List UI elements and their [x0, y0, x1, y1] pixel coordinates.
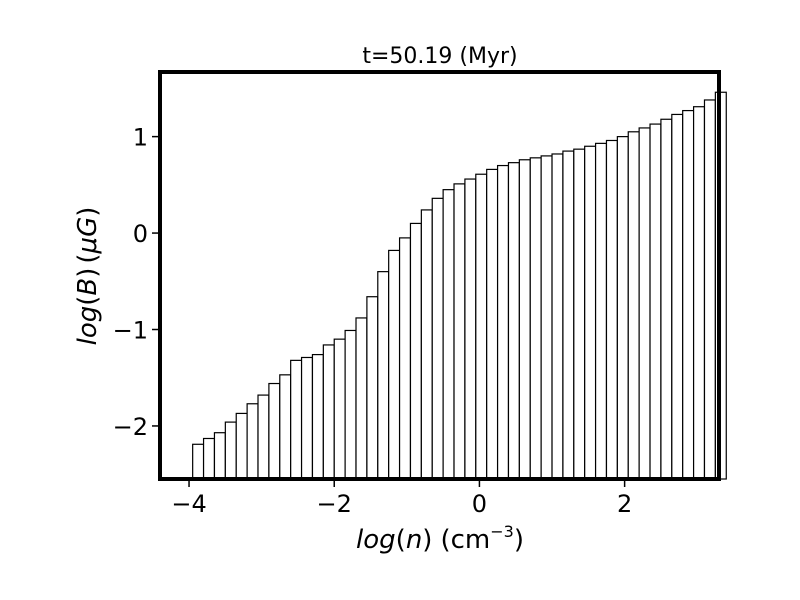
- histogram-bar: [268, 382, 281, 480]
- histogram-bar: [529, 157, 542, 480]
- histogram-bar: [507, 162, 520, 480]
- histogram-bar: [464, 178, 477, 480]
- plot-frame: [158, 70, 721, 481]
- histogram-bar: [562, 150, 575, 480]
- y-tick-label: −1: [113, 317, 148, 345]
- histogram-bar: [486, 168, 499, 480]
- histogram-bar: [692, 106, 706, 480]
- histogram-bar: [605, 139, 618, 480]
- histogram-bar: [333, 338, 346, 480]
- histogram-bar: [431, 197, 444, 480]
- x-axis-label: log(n) (cm−3): [356, 522, 524, 555]
- chart-title: t=50.19 (Myr): [362, 44, 517, 69]
- histogram-bar: [224, 421, 237, 480]
- y-axis-label-unit-open: (: [73, 253, 103, 263]
- histogram-bar: [703, 99, 716, 480]
- y-axis-label: log(B)(μG): [73, 207, 103, 346]
- x-axis-label-fn: log: [356, 525, 396, 555]
- y-axis-label-close: ): [73, 268, 103, 278]
- x-axis-label-open: (: [396, 525, 406, 555]
- histogram-bar: [594, 142, 608, 480]
- histogram-bar: [202, 437, 216, 480]
- y-axis-label-fn: log: [73, 306, 103, 346]
- x-axis-label-var: n: [406, 525, 422, 555]
- histogram-bar: [420, 209, 433, 480]
- histogram-bar: [649, 123, 662, 480]
- histogram-bar: [584, 145, 597, 480]
- y-axis-label-unit: μG: [73, 217, 103, 255]
- histogram-bar: [388, 249, 401, 480]
- histogram-bar: [213, 432, 226, 480]
- x-tick-label: −2: [317, 490, 352, 518]
- histogram-bar: [518, 159, 531, 480]
- histogram-bar: [627, 131, 640, 480]
- y-tick-label: 0: [133, 220, 148, 248]
- histogram-bar: [682, 109, 695, 480]
- x-ticks: −4 −2 0 2: [171, 479, 632, 518]
- y-axis-label-var: B: [73, 278, 103, 296]
- histogram-bar: [616, 136, 629, 480]
- histogram-bar: [322, 344, 335, 480]
- y-tick-label: 1: [133, 124, 148, 152]
- x-axis-label-unit-close: ): [514, 525, 524, 555]
- histogram-bar: [344, 329, 357, 480]
- histogram-bar: [573, 148, 586, 480]
- x-axis-label-close: ): [422, 525, 432, 555]
- x-axis-label-unit-open: (: [440, 525, 450, 555]
- y-axis-label-open: (: [73, 296, 103, 306]
- histogram-bar: [671, 113, 684, 480]
- histogram-bar: [300, 356, 314, 480]
- x-axis-label-unit-exponent: −3: [490, 522, 514, 541]
- histogram-bar: [355, 317, 368, 480]
- histogram-bar: [475, 173, 488, 480]
- x-tick-label: 0: [472, 490, 487, 518]
- histogram-bar: [311, 353, 324, 480]
- x-axis-label-unit: cm: [451, 525, 491, 555]
- histogram-bar: [496, 164, 510, 480]
- histogram-bar: [377, 271, 390, 480]
- histogram-bar: [660, 118, 673, 480]
- histogram-bar: [257, 394, 270, 480]
- histogram-bar: [409, 222, 422, 480]
- histogram-bar: [235, 412, 248, 480]
- histogram-bar: [192, 443, 205, 480]
- y-axis-label-unit-close: ): [73, 207, 103, 217]
- y-tick-label: −2: [113, 413, 148, 441]
- histogram-bar: [246, 403, 259, 480]
- y-ticks: −2 −1 0 1: [113, 124, 160, 441]
- x-tick-label: 2: [617, 490, 632, 518]
- bars-group: [192, 91, 727, 480]
- histogram-bar: [442, 189, 455, 480]
- histogram-bar: [279, 374, 292, 480]
- histogram-bar: [453, 183, 466, 480]
- histogram-bar: [398, 237, 412, 480]
- histogram-bar: [638, 127, 651, 480]
- histogram-bar: [366, 296, 379, 480]
- histogram-bar: [540, 155, 553, 480]
- x-tick-label: −4: [171, 490, 206, 518]
- histogram-bar: [290, 359, 303, 480]
- histogram-bar: [551, 153, 564, 480]
